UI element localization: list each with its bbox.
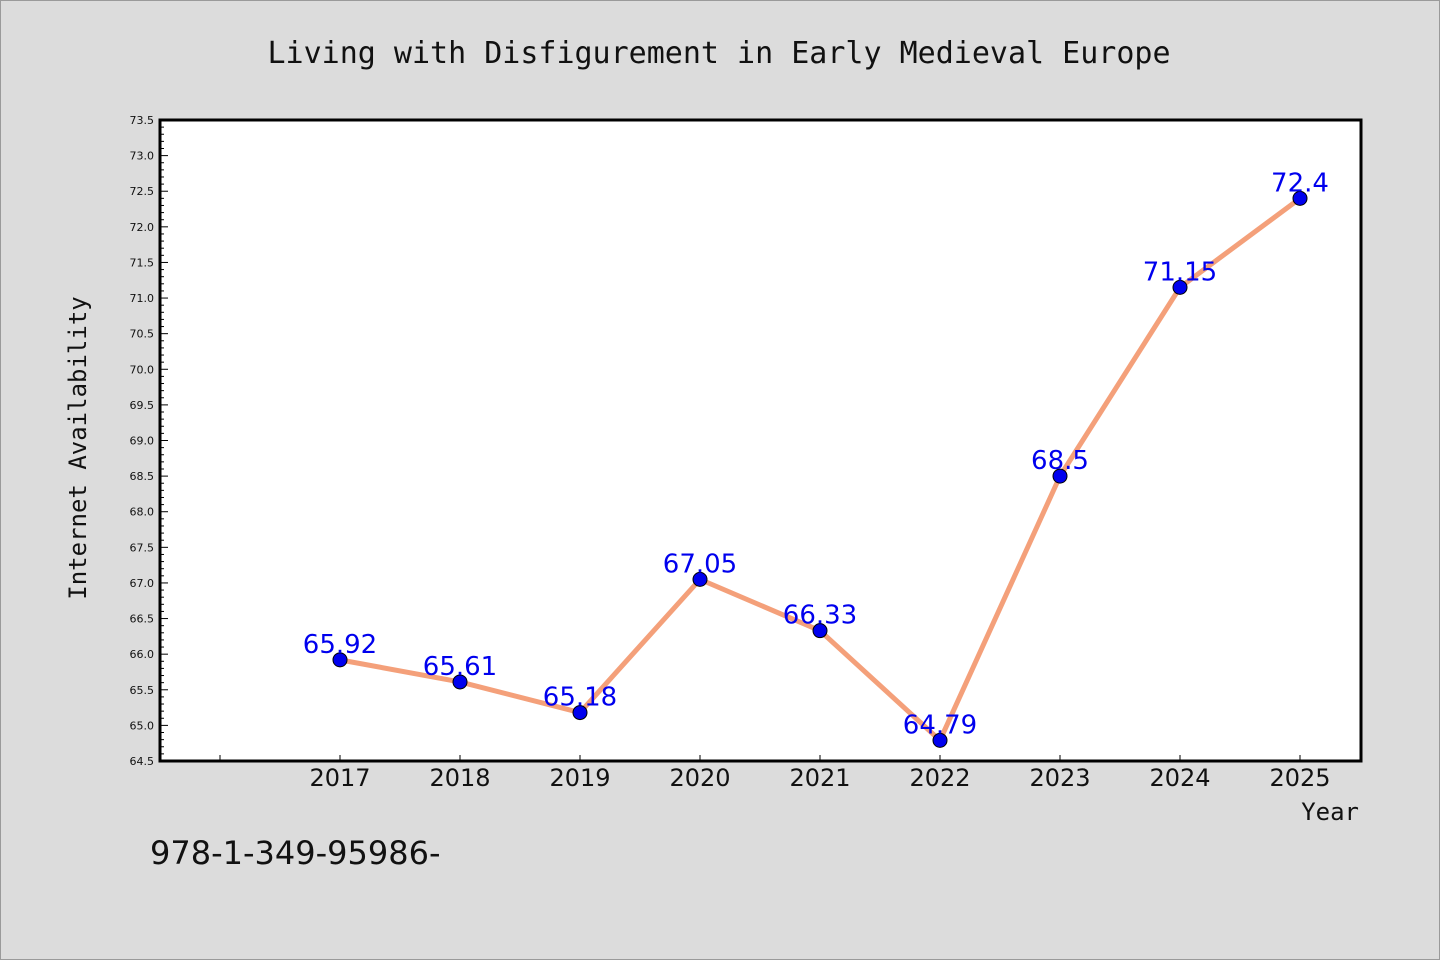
data-label: 72.4 — [1271, 168, 1329, 198]
x-tick-label: 2022 — [909, 764, 970, 792]
data-label: 71.15 — [1143, 257, 1217, 287]
y-tick-label: 66.0 — [130, 648, 155, 661]
data-point — [572, 705, 588, 721]
y-tick-label: 67.0 — [130, 577, 155, 590]
y-tick-label: 71.0 — [130, 292, 155, 305]
data-label: 65.92 — [303, 630, 377, 660]
data-label: 67.05 — [663, 549, 737, 579]
data-label: 65.18 — [543, 683, 617, 713]
x-tick-label: 2024 — [1149, 764, 1210, 792]
y-tick-label: 73.5 — [130, 114, 155, 127]
y-axis: 64.5 65.0 65.5 66.0 66.5 67.0 67.5 68.0 68.5 69.0… — [130, 114, 168, 768]
data-point — [1172, 279, 1188, 295]
data-point — [1292, 190, 1308, 206]
y-tick-label: 72.0 — [130, 221, 155, 234]
y-tick-label: 73.0 — [130, 150, 155, 163]
y-tick-label: 68.5 — [130, 470, 155, 483]
y-tick-label: 65.5 — [130, 684, 155, 697]
data-point — [452, 674, 468, 690]
x-tick-label: 2023 — [1029, 764, 1090, 792]
data-point — [812, 623, 828, 639]
data-point — [1052, 468, 1068, 484]
y-tick-label: 69.0 — [130, 435, 155, 448]
data-point — [692, 571, 708, 587]
y-tick-label: 69.5 — [130, 399, 155, 412]
series-markers — [332, 190, 1308, 748]
data-label: 65.61 — [423, 652, 497, 682]
chart-title: Living with Disfigurement in Early Medie… — [267, 36, 1170, 71]
x-tick-label: 2017 — [309, 764, 370, 792]
x-axis: 2017 2018 2019 2020 2021 2022 2023 2024 2025 — [219, 755, 1331, 792]
y-tick-label: 70.0 — [130, 363, 155, 376]
plot-area — [158, 118, 1363, 763]
data-labels: 65.92 65.61 65.18 67.05 66.33 64.79 68.5 71.15 7… — [303, 168, 1329, 740]
x-axis-label: Year — [1301, 798, 1359, 826]
y-tick-label: 64.5 — [130, 755, 155, 768]
y-tick-label: 67.5 — [130, 541, 155, 554]
footer-text: 978-1-349-95986- — [150, 834, 441, 872]
y-tick-label: 72.5 — [130, 185, 155, 198]
data-label: 68.5 — [1031, 446, 1089, 476]
y-tick-label: 71.5 — [130, 256, 155, 269]
data-label: 66.33 — [783, 601, 857, 631]
data-label: 64.79 — [903, 710, 977, 740]
y-axis-label: Internet Availability — [64, 296, 92, 599]
data-point — [332, 652, 348, 668]
y-tick-label: 70.5 — [130, 328, 155, 341]
x-tick-label: 2019 — [549, 764, 610, 792]
x-tick-label: 2021 — [789, 764, 850, 792]
y-tick-label: 68.0 — [130, 506, 155, 519]
x-tick-label: 2018 — [429, 764, 490, 792]
x-tick-label: 2020 — [669, 764, 730, 792]
data-point — [932, 732, 948, 748]
x-tick-label: 2025 — [1269, 764, 1330, 792]
y-tick-label: 66.5 — [130, 613, 155, 626]
y-tick-label: 65.0 — [130, 719, 155, 732]
